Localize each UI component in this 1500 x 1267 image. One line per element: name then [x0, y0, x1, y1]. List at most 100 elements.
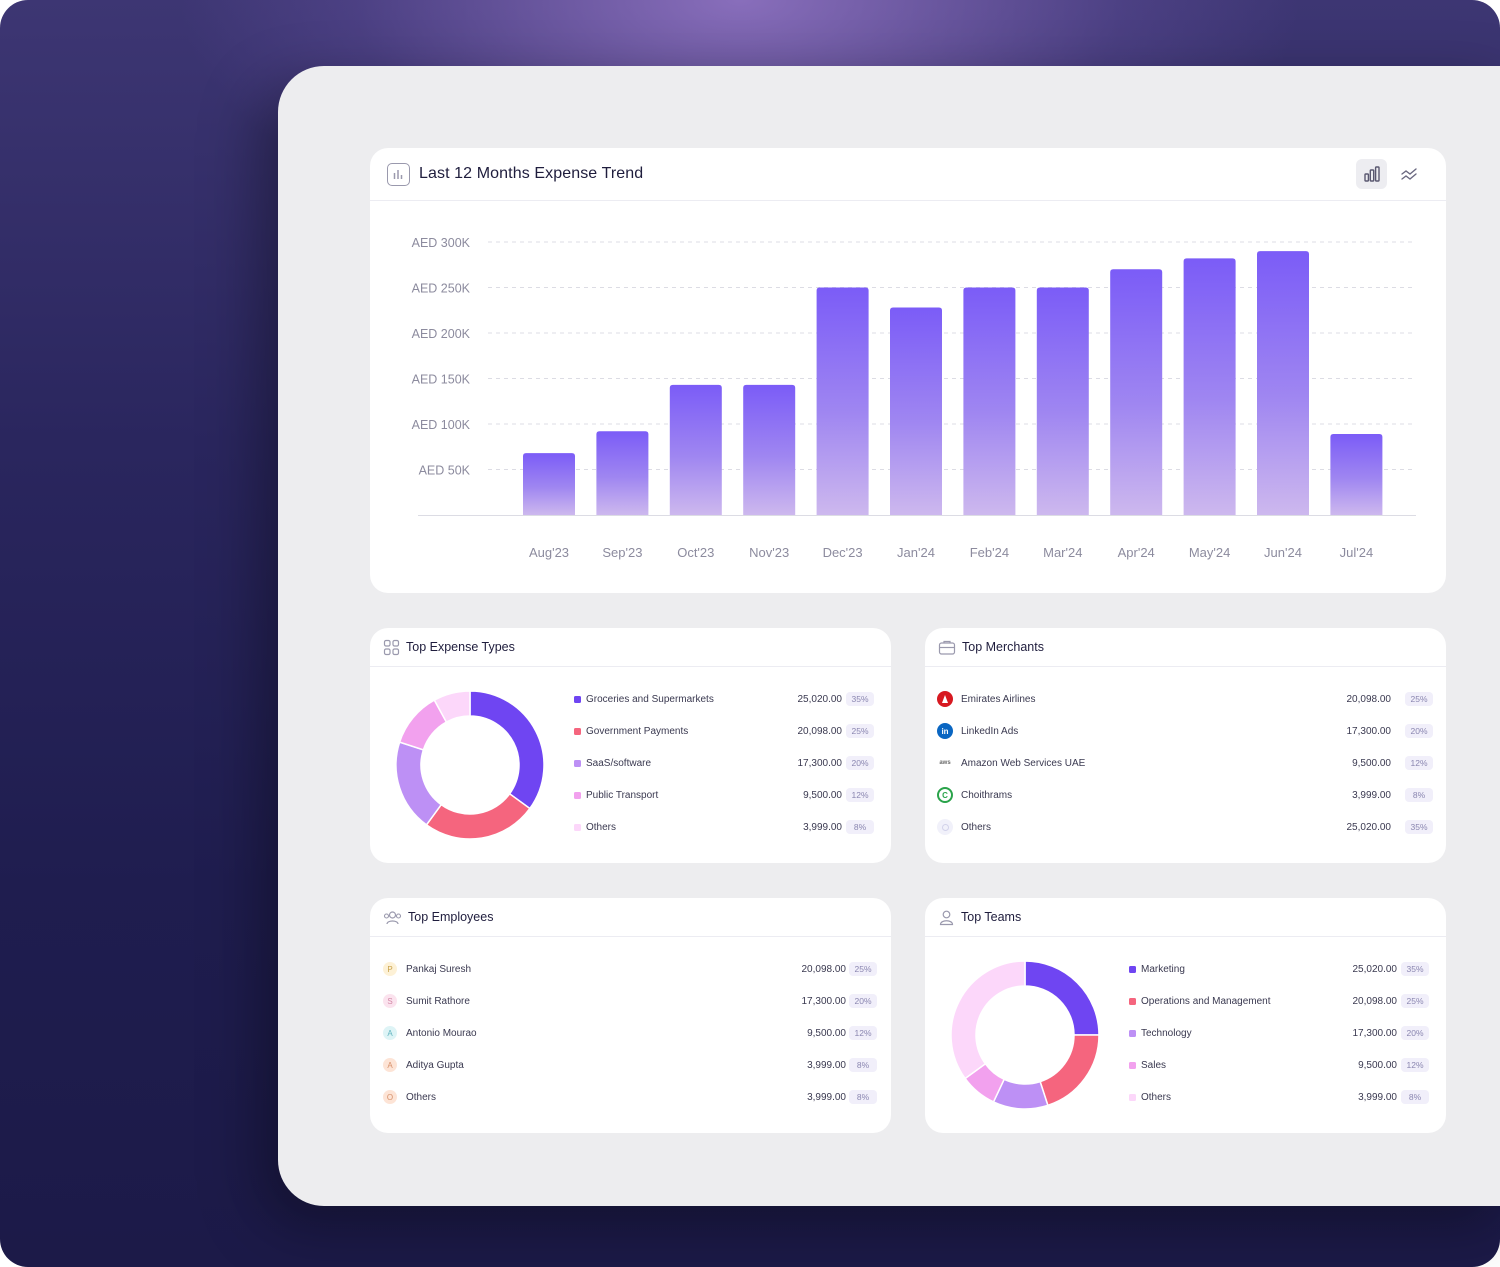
percent-badge: 20% [1405, 724, 1433, 738]
expense-trend-card: Last 12 Months Expense Trend [370, 148, 1446, 593]
x-tick-label: Aug'23 [529, 545, 569, 560]
donut-slice[interactable] [469, 690, 545, 810]
top-teams-title: Top Teams [961, 910, 1022, 924]
legend-label: Groceries and Supermarkets [586, 693, 714, 705]
percent-badge: 35% [1405, 820, 1433, 834]
avatar: O [383, 1090, 397, 1104]
avatar: P [383, 962, 397, 976]
line-chart-icon [1400, 168, 1417, 180]
bar[interactable] [816, 287, 869, 516]
percent-badge: 25% [846, 724, 874, 738]
bar[interactable] [523, 453, 575, 515]
x-tick-label: Jun'24 [1264, 545, 1302, 560]
amount-value: 17,300.00 [797, 757, 843, 769]
amount-value: 3,999.00 [1358, 1091, 1397, 1103]
donut-slice[interactable] [395, 741, 443, 826]
top-employees-title: Top Employees [408, 910, 494, 924]
legend-row[interactable]: Sales 9,500.00 12% [1129, 1057, 1431, 1073]
merchant-row[interactable]: in LinkedIn Ads 17,300.00 20% [937, 723, 1433, 739]
bar[interactable] [963, 287, 1016, 516]
donut-slice[interactable] [950, 960, 1026, 1080]
top-employees-card: Top Employees P Pankaj Suresh 20,098.00 25%… [370, 898, 891, 1133]
merchant-row[interactable]: aws Amazon Web Services UAE 9,500.00 12% [937, 755, 1433, 771]
amount-value: 3,999.00 [1352, 789, 1391, 801]
bar[interactable] [1110, 269, 1163, 515]
amount-value: 20,098.00 [1346, 693, 1392, 705]
legend-row[interactable]: Government Payments 20,098.00 25% [574, 723, 876, 739]
legend-label: Technology [1141, 1027, 1192, 1039]
bar-chart-icon [1363, 166, 1380, 182]
percent-badge: 20% [1401, 1026, 1429, 1040]
x-tick-label: Apr'24 [1118, 545, 1155, 560]
percent-badge: 12% [849, 1026, 877, 1040]
x-tick-label: May'24 [1189, 545, 1231, 560]
amount-value: 17,300.00 [801, 995, 847, 1007]
bar[interactable] [669, 384, 722, 515]
employee-row[interactable]: O Others 3,999.00 8% [383, 1089, 878, 1105]
donut-slice[interactable] [1024, 960, 1100, 1036]
expense-trend-header: Last 12 Months Expense Trend [370, 148, 1446, 201]
amount-value: 25,020.00 [1346, 821, 1392, 833]
bar[interactable] [1330, 434, 1383, 515]
donut-slice[interactable] [1039, 1034, 1100, 1107]
employee-row[interactable]: S Sumit Rathore 17,300.00 20% [383, 993, 878, 1009]
donut-slice[interactable] [425, 792, 531, 840]
bar-view-button[interactable] [1356, 159, 1387, 189]
bar[interactable] [1257, 251, 1309, 515]
legend-row[interactable]: Technology 17,300.00 20% [1129, 1025, 1431, 1041]
bar[interactable] [1183, 258, 1236, 515]
legend-swatch [574, 759, 581, 767]
legend-row[interactable]: Operations and Management 20,098.00 25% [1129, 993, 1431, 1009]
employee-row[interactable]: A Aditya Gupta 3,999.00 8% [383, 1057, 878, 1073]
employee-row[interactable]: A Antonio Mourao 9,500.00 12% [383, 1025, 878, 1041]
y-tick-label: AED 150K [412, 373, 471, 387]
legend-swatch [574, 823, 581, 831]
user-icon [939, 910, 954, 925]
percent-badge: 8% [1405, 788, 1433, 802]
employee-row[interactable]: P Pankaj Suresh 20,098.00 25% [383, 961, 878, 977]
others-logo [937, 819, 953, 835]
legend-row[interactable]: SaaS/software 17,300.00 20% [574, 755, 876, 771]
top-employees-header: Top Employees [370, 898, 891, 937]
legend-row[interactable]: Others 3,999.00 8% [1129, 1089, 1431, 1105]
legend-swatch [574, 727, 581, 735]
percent-badge: 12% [1401, 1058, 1429, 1072]
percent-badge: 25% [1401, 994, 1429, 1008]
y-tick-label: AED 100K [412, 418, 471, 432]
teams-donut-chart [950, 960, 1100, 1110]
expense-trend-chart: AED 50K AED 100K AED 150K AED 200K AED 250K A… [412, 236, 1416, 560]
percent-badge: 8% [849, 1058, 877, 1072]
x-tick-label: Jan'24 [897, 545, 935, 560]
merchant-row[interactable]: C Choithrams 3,999.00 8% [937, 787, 1433, 803]
line-view-button[interactable] [1393, 159, 1424, 189]
avatar: A [383, 1026, 397, 1040]
donut-slice[interactable] [433, 690, 471, 724]
choithrams-logo: C [937, 787, 953, 803]
legend-row[interactable]: Others 3,999.00 8% [574, 819, 876, 835]
merchant-name: Emirates Airlines [961, 693, 1036, 705]
y-tick-label: AED 300K [412, 236, 471, 250]
legend-row[interactable]: Public Transport 9,500.00 12% [574, 787, 876, 803]
legend-row[interactable]: Groceries and Supermarkets 25,020.00 35% [574, 691, 876, 707]
bar[interactable] [1036, 287, 1089, 516]
amount-value: 25,020.00 [1352, 963, 1398, 975]
amount-value: 9,500.00 [1352, 757, 1391, 769]
x-tick-label: Sep'23 [602, 545, 642, 560]
merchant-row[interactable]: Emirates Airlines 20,098.00 25% [937, 691, 1433, 707]
percent-badge: 12% [846, 788, 874, 802]
amount-value: 20,098.00 [1352, 995, 1398, 1007]
legend-label: Government Payments [586, 725, 689, 737]
employee-name: Pankaj Suresh [406, 963, 472, 975]
top-expense-types-header: Top Expense Types [370, 628, 891, 667]
bar[interactable] [596, 431, 649, 515]
bar[interactable] [743, 384, 796, 515]
merchant-row[interactable]: Others 25,020.00 35% [937, 819, 1433, 835]
employee-name: Others [406, 1091, 437, 1103]
amount-value: 25,020.00 [797, 693, 843, 705]
percent-badge: 8% [849, 1090, 877, 1104]
top-teams-card: Top Teams Marketing 25,020.00 35% Operation… [925, 898, 1446, 1133]
legend-row[interactable]: Marketing 25,020.00 35% [1129, 961, 1431, 977]
amount-value: 17,300.00 [1352, 1027, 1398, 1039]
bar[interactable] [890, 307, 942, 515]
percent-badge: 20% [846, 756, 874, 770]
